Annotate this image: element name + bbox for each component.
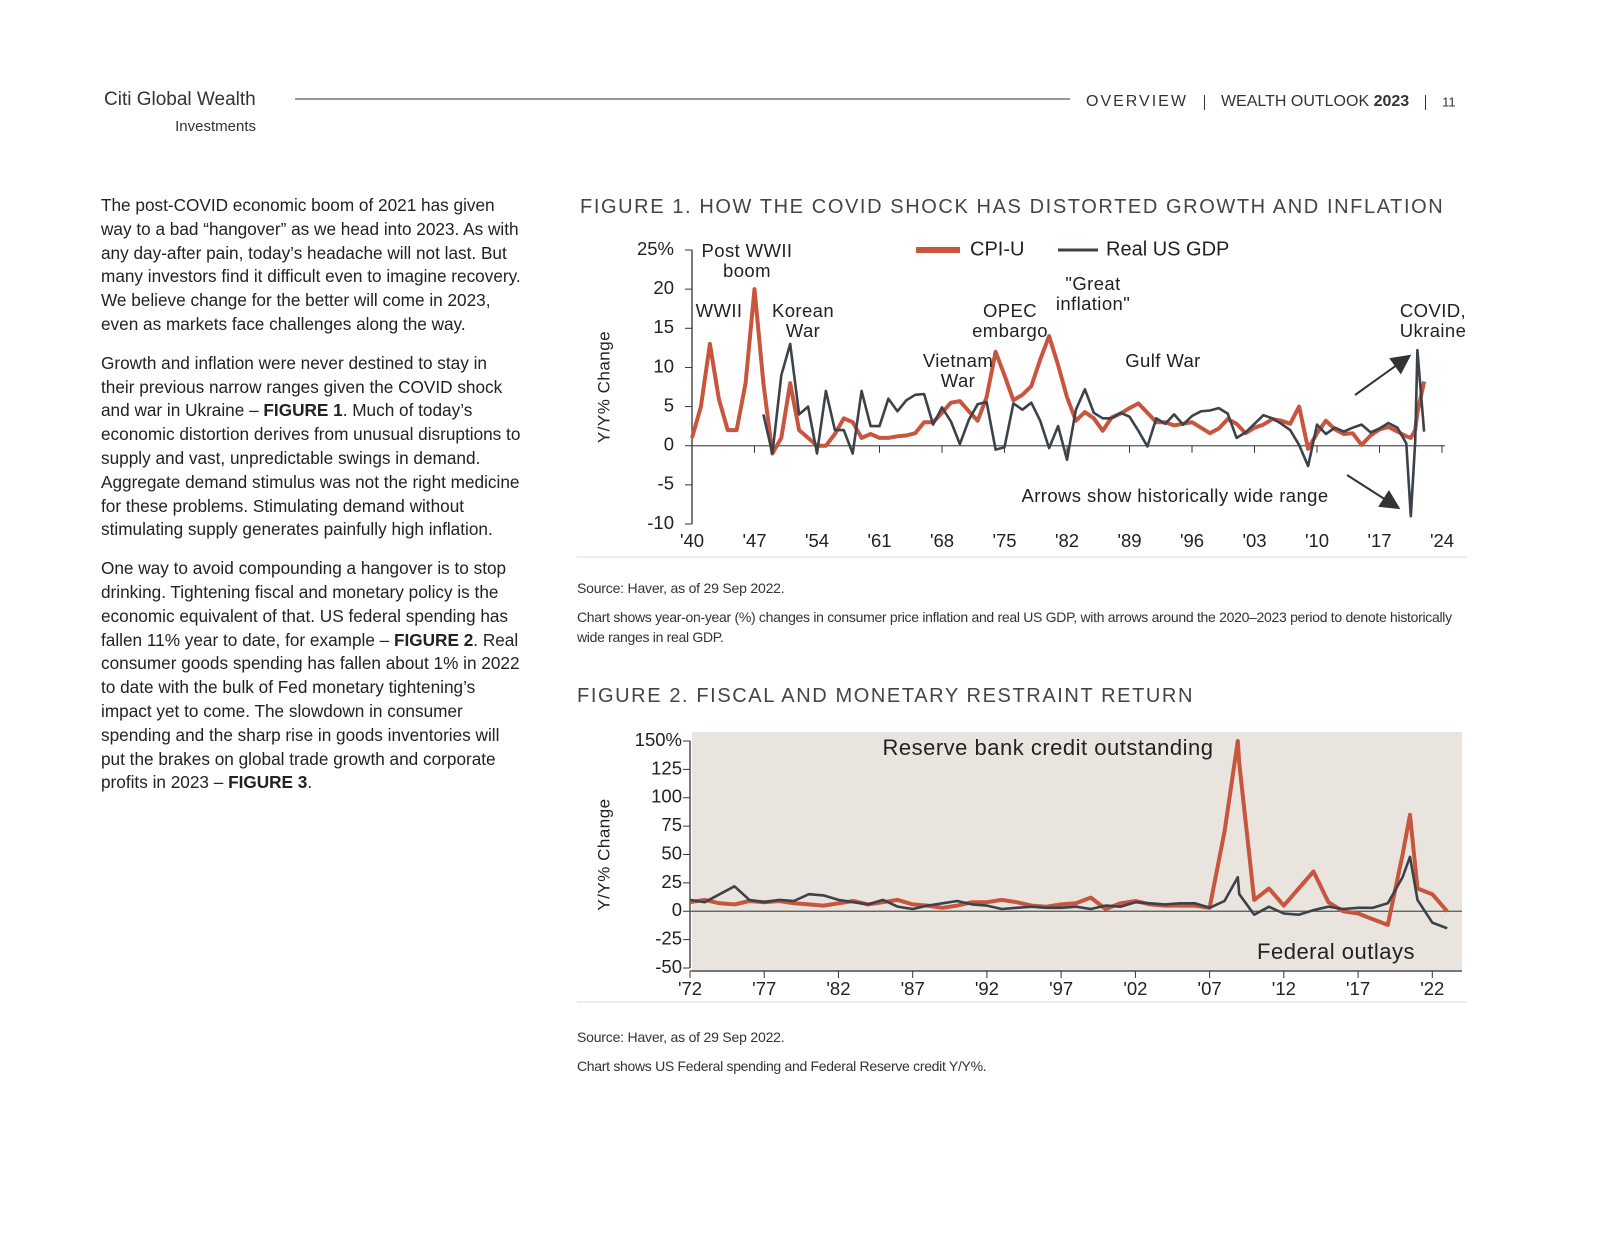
x-tick-label: '17	[1367, 530, 1391, 551]
body-text: The post-COVID economic boom of 2021 has…	[101, 194, 521, 810]
plot-background	[692, 732, 1462, 972]
x-tick-label: '07	[1198, 978, 1222, 999]
x-tick-label: '68	[930, 530, 954, 551]
annotation: Gulf War	[1125, 350, 1201, 371]
annotation: embargo	[972, 320, 1048, 341]
text-run: .	[307, 772, 313, 793]
publication: WEALTH OUTLOOK	[1220, 93, 1370, 110]
text-run: FIGURE 3	[228, 772, 308, 793]
annotation: Korean	[772, 300, 834, 321]
legend-label: CPI-U	[970, 238, 1024, 260]
x-tick-label: '82	[826, 978, 850, 999]
annotation: COVID,	[1400, 300, 1466, 321]
text-run: One way to avoid compounding a hangover …	[101, 558, 509, 650]
text-run: The post-COVID economic boom of 2021 has…	[101, 195, 521, 334]
y-tick-label: 150%	[635, 729, 682, 750]
x-tick-label: '02	[1123, 978, 1147, 999]
x-tick-label: '12	[1272, 978, 1296, 999]
series-line	[689, 739, 1449, 927]
x-tick-label: '87	[901, 978, 925, 999]
y-axis-label: Y/Y% Change	[594, 798, 613, 910]
x-tick-label: '22	[1420, 978, 1444, 999]
text-run: FIGURE 1	[263, 400, 343, 421]
annotation: War	[941, 370, 975, 391]
x-tick-label: '03	[1242, 530, 1266, 551]
y-tick-label: -25	[655, 928, 682, 949]
y-tick-label: 25	[661, 871, 682, 892]
annotation: Ukraine	[1400, 320, 1467, 341]
y-tick-label: -5	[658, 473, 674, 494]
y-tick-label: 15	[653, 316, 674, 337]
x-tick-label: '24	[1430, 530, 1454, 551]
y-tick-label: 100	[651, 786, 682, 807]
series-label: Reserve bank credit outstanding	[882, 735, 1213, 760]
paragraph: Growth and inflation were never destined…	[101, 352, 521, 542]
brand-sub: Investments	[175, 118, 256, 135]
separator	[1425, 94, 1427, 110]
year: 2023	[1373, 93, 1410, 111]
y-tick-label: -10	[647, 512, 674, 533]
x-tick-label: '96	[1180, 530, 1204, 551]
x-tick-label: '75	[992, 530, 1016, 551]
x-tick-label: '89	[1117, 530, 1141, 551]
x-tick-label: '82	[1055, 530, 1079, 551]
x-tick-label: '54	[805, 530, 829, 551]
y-tick-label: 50	[661, 842, 682, 863]
y-tick-label: 5	[664, 394, 674, 415]
x-tick-label: '61	[867, 530, 891, 551]
series-line	[689, 855, 1448, 930]
figure-title: FIGURE 2. FISCAL AND MONETARY RESTRAINT …	[577, 685, 1195, 707]
x-tick-label: '47	[742, 530, 766, 551]
y-tick-label: 10	[653, 355, 674, 376]
figure-title: FIGURE 1. HOW THE COVID SHOCK HAS DISTOR…	[580, 196, 1445, 218]
page-number: 11	[1442, 94, 1456, 110]
text-run: FIGURE 2	[394, 629, 474, 650]
x-tick-label: '10	[1305, 530, 1329, 551]
y-axis-label: Y/Y% Change	[594, 331, 613, 443]
source: Source: Haver, as of 29 Sep 2022.	[577, 580, 785, 596]
y-tick-label: 0	[672, 899, 682, 920]
top-nav: OVERVIEW WEALTH OUTLOOK 2023 11	[1086, 93, 1456, 111]
x-tick-label: '72	[678, 978, 702, 999]
annotation: WWII	[696, 300, 743, 321]
text-run: . Real consumer goods spending has falle…	[101, 629, 520, 793]
series-label: Federal outlays	[1257, 939, 1415, 964]
annotation: Arrows show historically wide range	[1021, 485, 1328, 506]
y-tick-label: 0	[664, 434, 674, 455]
x-tick-label: '77	[752, 978, 776, 999]
brand: Citi Global Wealth	[104, 89, 256, 110]
x-tick-label: '17	[1346, 978, 1370, 999]
text-run: . Much of today’s economic distortion de…	[101, 400, 521, 540]
y-tick-label: -50	[655, 956, 682, 977]
section: OVERVIEW	[1086, 93, 1188, 110]
arrow	[1346, 474, 1401, 510]
annotation: Post WWII	[702, 240, 793, 261]
x-tick-label: '97	[1049, 978, 1073, 999]
paragraph: The post-COVID economic boom of 2021 has…	[101, 194, 521, 337]
separator	[1203, 94, 1205, 110]
y-tick-label: 75	[661, 814, 682, 835]
note: Chart shows US Federal spending and Fede…	[577, 1058, 987, 1074]
y-tick-label: 125	[651, 757, 682, 778]
annotation: "Great	[1065, 273, 1120, 294]
arrow	[1354, 354, 1412, 396]
annotation: War	[786, 320, 820, 341]
x-tick-label: '92	[975, 978, 999, 999]
y-tick-label: 20	[653, 277, 674, 298]
legend-label: Real US GDP	[1106, 238, 1229, 260]
x-tick-label: '40	[680, 530, 704, 551]
series-line	[762, 342, 1426, 518]
annotation: boom	[723, 260, 771, 281]
annotation: OPEC	[983, 300, 1037, 321]
paragraph: One way to avoid compounding a hangover …	[101, 557, 521, 795]
source: Source: Haver, as of 29 Sep 2022.	[577, 1029, 785, 1045]
note: Chart shows year-on-year (%) changes in …	[577, 609, 1452, 645]
text-run: Growth and inflation were never destined…	[101, 352, 503, 421]
annotation: inflation"	[1056, 293, 1130, 314]
y-tick-label: 25%	[637, 238, 674, 259]
annotation: Vietnam	[923, 350, 993, 371]
